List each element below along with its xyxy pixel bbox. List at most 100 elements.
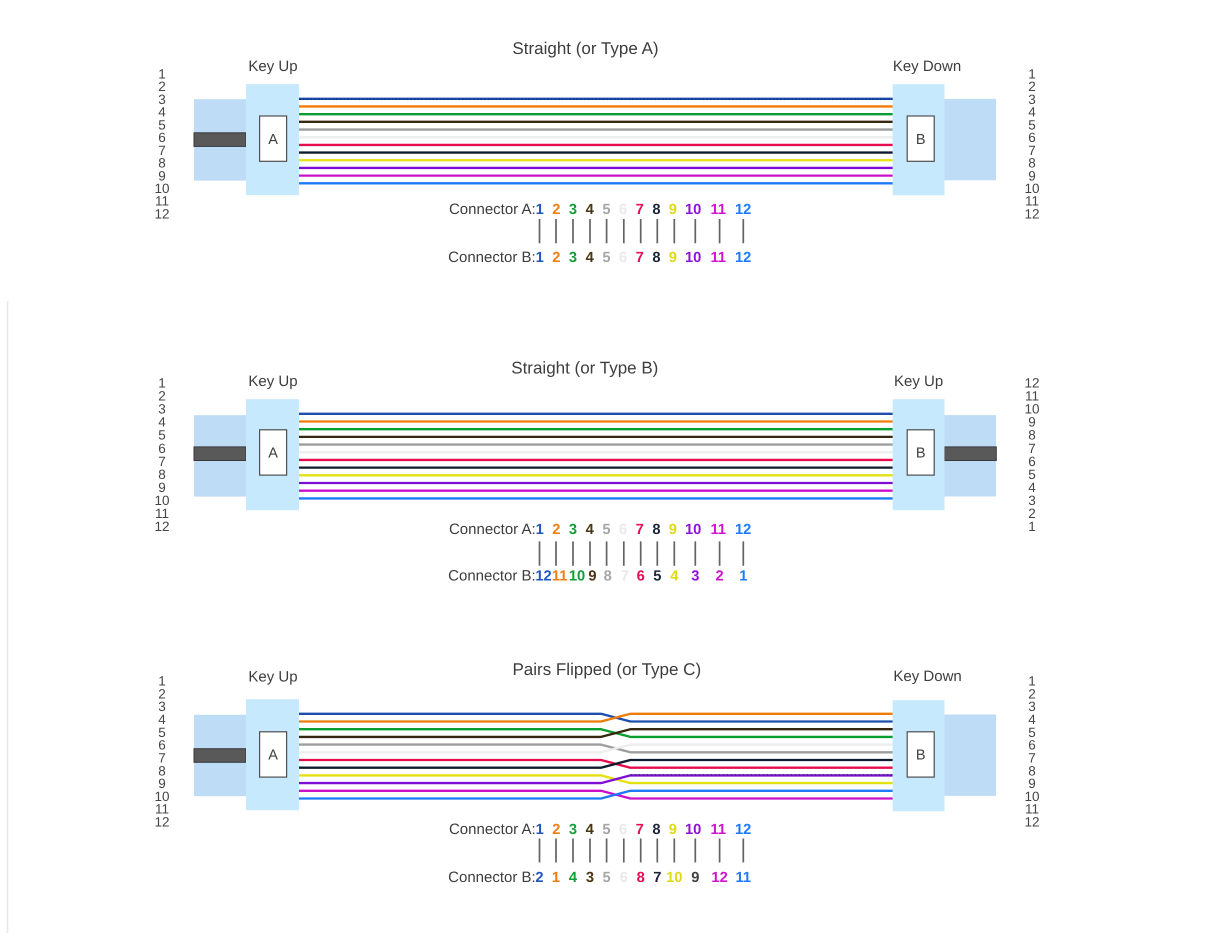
svg-text:4: 4: [158, 712, 166, 727]
svg-text:3: 3: [1028, 493, 1036, 508]
svg-text:4: 4: [1028, 480, 1036, 495]
svg-text:5: 5: [158, 725, 166, 740]
svg-text:8: 8: [1028, 428, 1036, 443]
svg-text:5: 5: [1028, 725, 1036, 740]
svg-text:2: 2: [158, 79, 166, 94]
svg-text:9: 9: [669, 250, 677, 266]
svg-text:6: 6: [158, 130, 166, 145]
svg-text:Straight (or Type B): Straight (or Type B): [511, 359, 658, 378]
svg-text:6: 6: [637, 568, 645, 584]
svg-text:Connector B:: Connector B:: [448, 249, 536, 266]
svg-text:2: 2: [552, 822, 560, 838]
svg-text:6: 6: [158, 738, 166, 753]
svg-text:10: 10: [685, 202, 701, 218]
svg-text:7: 7: [636, 202, 644, 218]
svg-text:5: 5: [158, 428, 166, 443]
svg-text:2: 2: [158, 686, 166, 701]
svg-text:3: 3: [569, 822, 577, 838]
svg-text:6: 6: [619, 250, 627, 266]
svg-text:2: 2: [716, 568, 724, 584]
svg-text:4: 4: [586, 822, 595, 838]
svg-text:1: 1: [1028, 674, 1036, 689]
svg-text:Straight (or Type A): Straight (or Type A): [512, 39, 658, 58]
svg-text:8: 8: [652, 822, 660, 838]
svg-text:12: 12: [1024, 206, 1039, 221]
svg-text:7: 7: [158, 751, 166, 766]
svg-text:10: 10: [685, 822, 701, 838]
svg-text:10: 10: [1024, 402, 1039, 417]
svg-text:8: 8: [652, 250, 660, 266]
svg-text:12: 12: [154, 519, 169, 534]
svg-text:4: 4: [586, 250, 595, 266]
svg-text:1: 1: [1028, 67, 1036, 82]
svg-text:3: 3: [569, 250, 577, 266]
svg-text:6: 6: [1028, 738, 1036, 753]
svg-text:8: 8: [158, 763, 166, 778]
svg-text:1: 1: [158, 674, 166, 689]
svg-text:9: 9: [1028, 776, 1036, 791]
svg-text:6: 6: [620, 870, 628, 886]
svg-text:A: A: [268, 446, 278, 462]
svg-text:B: B: [916, 446, 926, 462]
svg-text:3: 3: [569, 202, 577, 218]
svg-text:3: 3: [569, 522, 577, 538]
svg-text:2: 2: [552, 202, 560, 218]
svg-text:8: 8: [158, 156, 166, 171]
svg-text:4: 4: [670, 568, 679, 584]
svg-text:10: 10: [1024, 181, 1039, 196]
svg-text:3: 3: [586, 870, 594, 886]
svg-text:Connector A:: Connector A:: [449, 201, 536, 218]
svg-text:3: 3: [158, 402, 166, 417]
svg-text:10: 10: [154, 789, 169, 804]
svg-text:11: 11: [736, 870, 752, 886]
svg-text:11: 11: [155, 194, 169, 209]
svg-text:3: 3: [158, 699, 166, 714]
svg-text:5: 5: [602, 202, 610, 218]
svg-text:B: B: [916, 132, 926, 148]
svg-text:11: 11: [155, 506, 169, 521]
svg-text:2: 2: [552, 250, 560, 266]
svg-text:1: 1: [536, 822, 544, 838]
svg-text:12: 12: [735, 822, 751, 838]
svg-text:12: 12: [735, 250, 751, 266]
svg-text:5: 5: [602, 250, 610, 266]
svg-text:10: 10: [685, 522, 701, 538]
svg-text:1: 1: [1028, 519, 1036, 534]
svg-text:3: 3: [691, 568, 699, 584]
svg-text:5: 5: [603, 870, 611, 886]
svg-text:2: 2: [158, 389, 166, 404]
svg-text:10: 10: [154, 493, 169, 508]
svg-text:4: 4: [1028, 712, 1036, 727]
svg-text:12: 12: [711, 870, 727, 886]
svg-text:4: 4: [158, 105, 166, 120]
svg-text:12: 12: [154, 206, 169, 221]
svg-text:11: 11: [1025, 194, 1039, 209]
svg-text:B: B: [916, 748, 926, 764]
svg-text:4: 4: [586, 522, 595, 538]
svg-text:1: 1: [739, 568, 747, 584]
svg-text:1: 1: [536, 202, 544, 218]
svg-text:10: 10: [569, 568, 585, 584]
svg-text:11: 11: [711, 822, 727, 838]
svg-text:7: 7: [636, 250, 644, 266]
svg-text:1: 1: [158, 67, 166, 82]
svg-text:9: 9: [588, 568, 596, 584]
svg-text:1: 1: [552, 870, 560, 886]
svg-text:8: 8: [158, 467, 166, 482]
svg-text:12: 12: [1024, 376, 1039, 391]
svg-text:9: 9: [158, 776, 166, 791]
svg-text:Key Down: Key Down: [893, 668, 961, 685]
svg-text:9: 9: [669, 822, 677, 838]
svg-text:9: 9: [158, 168, 166, 183]
svg-text:11: 11: [1025, 389, 1039, 404]
svg-text:10: 10: [666, 870, 682, 886]
svg-text:Connector A:: Connector A:: [449, 821, 536, 838]
svg-text:7: 7: [158, 143, 166, 158]
svg-text:4: 4: [158, 415, 166, 430]
svg-text:11: 11: [1025, 802, 1039, 817]
svg-text:1: 1: [158, 376, 166, 391]
svg-text:8: 8: [652, 202, 660, 218]
svg-text:Key Up: Key Up: [248, 668, 297, 685]
svg-text:11: 11: [155, 802, 169, 817]
svg-text:3: 3: [158, 92, 166, 107]
